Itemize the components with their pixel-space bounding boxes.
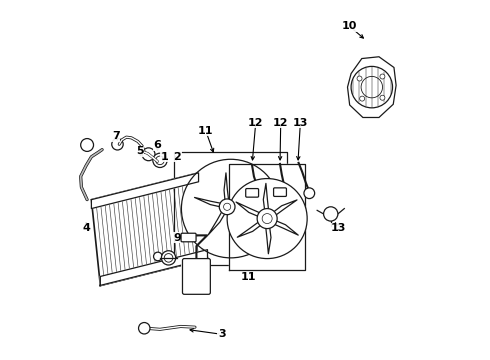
Circle shape [181,159,280,258]
Polygon shape [271,220,298,235]
Circle shape [223,203,231,210]
Text: 1: 1 [161,152,169,162]
Text: 3: 3 [218,329,225,339]
Polygon shape [224,173,229,202]
Text: 11: 11 [198,126,214,136]
Circle shape [81,139,94,152]
Circle shape [304,188,315,199]
Polygon shape [208,210,226,235]
FancyBboxPatch shape [182,258,210,294]
Polygon shape [266,225,271,254]
Text: 4: 4 [82,223,90,233]
Circle shape [112,139,123,150]
Circle shape [257,208,277,229]
Text: 2: 2 [173,152,181,162]
Polygon shape [229,210,248,234]
Text: 5: 5 [136,147,144,157]
Circle shape [360,96,365,101]
Text: 10: 10 [342,21,357,31]
Circle shape [156,156,164,165]
Polygon shape [229,164,305,270]
Circle shape [380,95,385,100]
FancyBboxPatch shape [245,189,259,197]
Circle shape [380,74,385,79]
Circle shape [262,213,272,224]
Text: 13: 13 [293,118,308,128]
Polygon shape [347,57,396,117]
Text: 12: 12 [248,118,264,128]
Circle shape [227,179,307,258]
Text: 8: 8 [181,262,189,273]
Polygon shape [195,197,223,207]
Circle shape [220,199,235,215]
Circle shape [357,76,362,81]
Text: 11: 11 [241,272,256,282]
Circle shape [164,253,173,262]
Text: 9: 9 [173,233,181,243]
Polygon shape [271,200,297,217]
Polygon shape [263,183,269,212]
Circle shape [361,76,383,98]
FancyBboxPatch shape [181,233,196,242]
Polygon shape [100,249,207,285]
Text: 6: 6 [153,140,161,150]
Polygon shape [236,202,263,217]
Circle shape [351,66,392,108]
Circle shape [161,251,176,265]
Text: 13: 13 [330,223,345,233]
FancyBboxPatch shape [273,188,287,197]
Circle shape [153,252,162,261]
Text: 12: 12 [273,118,289,128]
Circle shape [153,153,167,167]
Polygon shape [92,173,198,208]
Circle shape [139,323,150,334]
Text: H
L: H L [195,273,198,283]
Polygon shape [231,195,259,207]
Polygon shape [237,220,263,237]
Circle shape [142,148,155,161]
Circle shape [323,207,338,221]
Text: 7: 7 [112,131,120,141]
